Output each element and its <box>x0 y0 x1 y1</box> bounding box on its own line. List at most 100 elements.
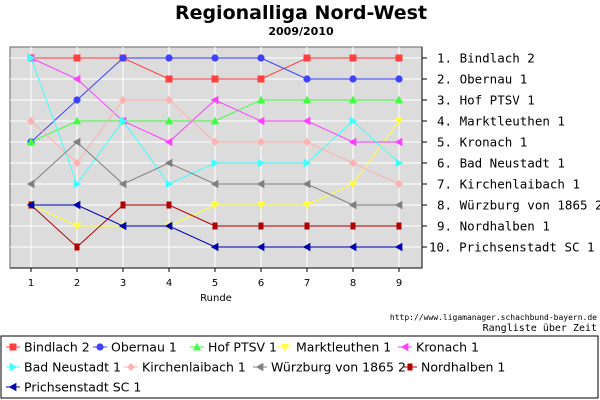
legend-label: Nordhalben 1 <box>421 360 505 375</box>
series-1 <box>27 54 403 83</box>
data-point <box>348 137 357 147</box>
series-layer <box>26 53 404 252</box>
data-point <box>212 222 218 230</box>
legend-label: Hof PTSV 1 <box>208 340 277 355</box>
data-point <box>119 54 127 62</box>
data-point <box>303 54 311 62</box>
data-point <box>164 137 173 147</box>
x-tick-label: 3 <box>120 278 126 289</box>
data-point <box>164 221 173 231</box>
data-point <box>396 222 402 230</box>
rank-labels: 1. Bindlach 2 2. Obernau 1 3. Hof PTSV 1 4.… <box>422 51 600 255</box>
data-point <box>303 75 311 83</box>
legend-marker <box>96 343 104 351</box>
data-point <box>72 116 82 125</box>
data-point <box>210 95 219 105</box>
data-point <box>118 221 127 231</box>
data-point <box>164 158 173 168</box>
rank-label: 8. Würzburg von 1865 2 <box>437 198 600 213</box>
x-tick-label: 2 <box>74 278 80 289</box>
legend-label: Prichsenstadt SC 1 <box>24 380 141 395</box>
data-point <box>165 96 173 104</box>
data-point <box>302 95 312 104</box>
data-point <box>394 95 404 104</box>
data-point <box>210 201 220 210</box>
rank-label: 7. Kirchenlaibach 1 <box>437 177 580 192</box>
data-point <box>26 137 36 146</box>
data-point <box>395 75 403 83</box>
data-point <box>73 159 81 167</box>
data-point <box>73 96 81 104</box>
data-point <box>119 116 128 126</box>
legend-label: Obernau 1 <box>111 340 177 355</box>
rank-label: 3. Hof PTSV 1 <box>437 93 535 108</box>
legend-label: Kirchenlaibach 1 <box>142 360 246 375</box>
data-point <box>118 179 127 189</box>
source-credit: http://www.ligamanager.schachbund-bayern… <box>390 313 597 322</box>
legend-marker <box>400 342 409 352</box>
data-point <box>72 200 81 210</box>
rank-label: 5. Kronach 1 <box>437 135 527 150</box>
data-point <box>164 116 174 125</box>
data-point <box>74 243 80 251</box>
rank-label: 4. Marktleuthen 1 <box>437 114 565 129</box>
legend-item: Kronach 1 <box>398 340 479 355</box>
x-tick-label: 1 <box>28 278 34 289</box>
data-point <box>302 179 311 189</box>
data-point <box>72 137 81 147</box>
data-point <box>394 242 403 252</box>
chart-title: Regionalliga Nord-West <box>175 2 427 24</box>
data-point <box>303 158 312 168</box>
legend-item: Nordhalben 1 <box>403 360 505 375</box>
data-point <box>211 158 220 168</box>
data-point <box>395 180 403 188</box>
chart-subtitle: 2009/2010 <box>268 25 334 38</box>
data-point <box>27 117 35 125</box>
data-point <box>72 222 82 231</box>
legend-item: Hof PTSV 1 <box>190 340 277 355</box>
legend-item: Würzburg von 1865 2 <box>253 360 406 375</box>
legend-item: Obernau 1 <box>93 340 177 355</box>
data-point <box>349 54 357 62</box>
legend-marker <box>127 363 135 371</box>
data-point <box>304 222 310 230</box>
data-point <box>119 96 127 104</box>
legend-marker <box>255 362 264 372</box>
legend-item: Bad Neustadt 1 <box>6 360 121 375</box>
data-point <box>257 75 265 83</box>
data-point <box>258 222 264 230</box>
data-point <box>165 75 173 83</box>
rank-label: 9. Nordhalben 1 <box>437 219 550 234</box>
rank-label: 10. Prichsenstadt SC 1 <box>429 240 595 255</box>
legend-marker <box>192 342 202 351</box>
data-point <box>73 179 82 189</box>
data-point <box>349 116 358 126</box>
data-point <box>303 138 311 146</box>
data-point <box>210 116 220 125</box>
data-point <box>302 201 312 210</box>
data-point <box>349 159 357 167</box>
data-point <box>394 137 403 147</box>
data-point <box>210 179 219 189</box>
legend-item: Prichsenstadt SC 1 <box>6 380 141 395</box>
x-tick-label: 5 <box>212 278 218 289</box>
data-point <box>395 54 403 62</box>
data-point <box>256 179 265 189</box>
data-point <box>348 200 357 210</box>
data-point <box>395 158 404 168</box>
series-10 <box>26 200 403 252</box>
data-point <box>72 74 81 84</box>
rank-label: 1. Bindlach 2 <box>437 51 535 66</box>
x-tick-label: 7 <box>304 278 310 289</box>
x-axis-label: Runde <box>200 293 232 304</box>
legend-label: Bindlach 2 <box>24 340 90 355</box>
legend-marker <box>8 382 17 392</box>
legend-marker <box>407 363 413 371</box>
data-point <box>394 200 403 210</box>
data-point <box>211 138 219 146</box>
data-point <box>73 54 81 62</box>
data-point <box>348 95 358 104</box>
data-point <box>256 242 265 252</box>
chart-caption: Rangliste über Zeit <box>483 323 597 334</box>
